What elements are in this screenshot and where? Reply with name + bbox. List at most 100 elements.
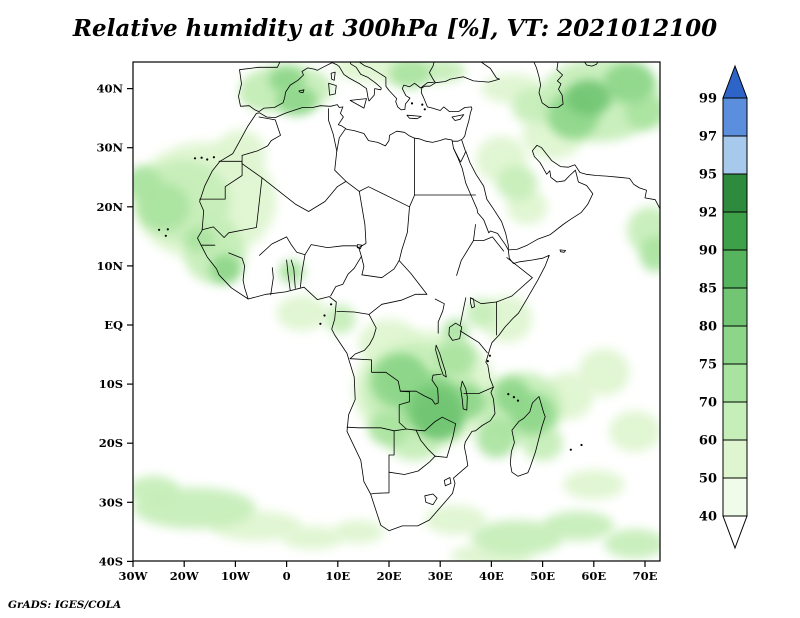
humidity-blob bbox=[639, 236, 660, 272]
island-dot bbox=[580, 443, 583, 447]
island-dot bbox=[421, 103, 424, 106]
island-dot bbox=[516, 399, 520, 402]
map-line bbox=[304, 244, 360, 256]
y-tick-label: 40N bbox=[96, 82, 123, 96]
colorbar-label: 99 bbox=[699, 92, 717, 107]
colorbar-label: 90 bbox=[699, 244, 717, 259]
map-line bbox=[456, 224, 476, 276]
humidity-blob bbox=[276, 295, 328, 331]
y-tick-label: 30S bbox=[99, 495, 123, 509]
humidity-blob bbox=[383, 357, 425, 399]
map-line bbox=[388, 430, 395, 473]
coastline bbox=[197, 104, 550, 532]
island-dot bbox=[158, 228, 161, 231]
map-line bbox=[286, 259, 291, 291]
colorbar-segment bbox=[722, 401, 748, 441]
map-line bbox=[496, 257, 533, 303]
map-line bbox=[459, 330, 488, 354]
x-tick-label: 60E bbox=[581, 569, 606, 583]
humidity-blob bbox=[133, 475, 180, 506]
island-dot bbox=[193, 157, 197, 160]
humidity-blob bbox=[496, 165, 538, 201]
colorbar-segment bbox=[722, 97, 748, 137]
coastline bbox=[328, 82, 337, 96]
humidity-blob bbox=[214, 130, 267, 178]
map-line bbox=[349, 313, 377, 360]
map-frame bbox=[132, 61, 661, 562]
island-dot bbox=[164, 234, 167, 237]
humidity-blob bbox=[240, 79, 282, 110]
humidity-blob bbox=[604, 528, 660, 559]
island-dot bbox=[410, 102, 414, 105]
map-line bbox=[453, 144, 660, 251]
y-tick-label: EQ bbox=[104, 318, 123, 332]
island-dot bbox=[488, 354, 491, 357]
x-tick-label: 70E bbox=[633, 569, 658, 583]
colorbar-segment bbox=[722, 249, 748, 289]
map-line bbox=[328, 108, 338, 152]
colorbar-label: 60 bbox=[699, 434, 717, 449]
map-line bbox=[336, 128, 346, 152]
island-dot bbox=[323, 314, 326, 317]
x-tick-label: 10E bbox=[325, 569, 350, 583]
colorbar-arrow-top bbox=[722, 64, 748, 99]
colorbar-segment bbox=[722, 325, 748, 365]
map-line bbox=[238, 62, 382, 112]
island-dot bbox=[200, 156, 203, 159]
map-line bbox=[358, 62, 436, 111]
coastline bbox=[424, 493, 438, 506]
humidity-blob bbox=[624, 94, 660, 130]
humidity-blob bbox=[465, 298, 497, 329]
map-line bbox=[420, 62, 501, 142]
y-tick-label: 20S bbox=[99, 436, 123, 450]
map-line bbox=[370, 455, 448, 495]
map-line bbox=[242, 279, 249, 300]
colorbar-label: 80 bbox=[699, 320, 717, 335]
map-line bbox=[259, 236, 288, 256]
humidity-blob bbox=[332, 520, 384, 544]
colorbar-label: 95 bbox=[699, 168, 717, 183]
humidity-blob bbox=[409, 384, 461, 432]
map-line bbox=[228, 252, 246, 281]
humidity-blob bbox=[268, 66, 305, 93]
map-line bbox=[336, 180, 347, 188]
coastline bbox=[435, 344, 447, 378]
humidity-blob bbox=[522, 425, 564, 461]
coastline bbox=[330, 71, 336, 81]
humidity-blob bbox=[424, 505, 487, 535]
map-line bbox=[463, 386, 494, 395]
y-tick-label: 30N bbox=[96, 141, 123, 155]
island-dot bbox=[507, 393, 510, 396]
map-line bbox=[361, 260, 400, 279]
coastline bbox=[349, 98, 367, 109]
axes: 30W 20W 10W 0 10E 20E 30E 40E 50E 60E 70E 40N 30N 20N… bbox=[96, 82, 657, 583]
island-dot bbox=[423, 108, 426, 111]
y-tick-label: 10N bbox=[96, 259, 123, 273]
colorbar-segment bbox=[722, 173, 748, 213]
x-tick-label: 10W bbox=[221, 569, 251, 583]
island-dot bbox=[512, 396, 516, 399]
map-line bbox=[415, 416, 443, 432]
map-line bbox=[398, 390, 410, 430]
colorbar-label: 92 bbox=[699, 206, 717, 221]
map-line bbox=[441, 416, 457, 458]
map-line bbox=[201, 226, 225, 238]
humidity-blob bbox=[442, 319, 469, 343]
colorbar-segment bbox=[722, 477, 748, 517]
map-line bbox=[398, 206, 410, 262]
x-tick-label: 20E bbox=[377, 569, 402, 583]
humidity-blob bbox=[565, 79, 612, 116]
coastline bbox=[509, 396, 546, 477]
humidity-blob bbox=[281, 526, 343, 550]
map-line bbox=[469, 297, 497, 305]
map-line bbox=[360, 255, 365, 276]
colorbar-label: 85 bbox=[699, 282, 717, 297]
humidity-blob bbox=[278, 260, 305, 284]
humidity-blob bbox=[542, 511, 615, 541]
map-line bbox=[290, 259, 296, 289]
map-line bbox=[223, 177, 263, 238]
map-line bbox=[345, 180, 416, 208]
map-line bbox=[334, 150, 347, 182]
